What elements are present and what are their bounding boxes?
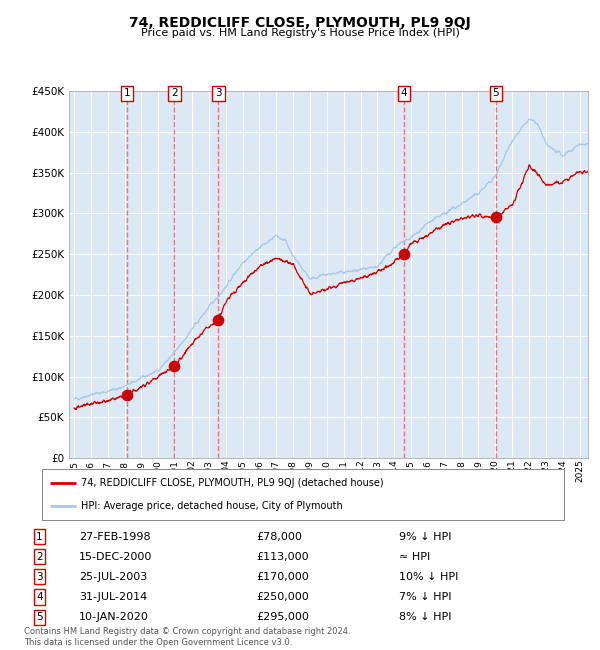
- Text: 4: 4: [401, 88, 407, 98]
- Text: 8% ↓ HPI: 8% ↓ HPI: [400, 612, 452, 622]
- Text: £295,000: £295,000: [256, 612, 309, 622]
- Text: 74, REDDICLIFF CLOSE, PLYMOUTH, PL9 9QJ: 74, REDDICLIFF CLOSE, PLYMOUTH, PL9 9QJ: [129, 16, 471, 31]
- Text: 7% ↓ HPI: 7% ↓ HPI: [400, 592, 452, 602]
- Text: 25-JUL-2003: 25-JUL-2003: [79, 572, 148, 582]
- Point: [399, 249, 409, 259]
- Text: HPI: Average price, detached house, City of Plymouth: HPI: Average price, detached house, City…: [81, 501, 343, 512]
- Text: 31-JUL-2014: 31-JUL-2014: [79, 592, 148, 602]
- Text: £250,000: £250,000: [256, 592, 308, 602]
- Text: £78,000: £78,000: [256, 532, 302, 541]
- Text: 2: 2: [36, 552, 43, 562]
- Text: 74, REDDICLIFF CLOSE, PLYMOUTH, PL9 9QJ (detached house): 74, REDDICLIFF CLOSE, PLYMOUTH, PL9 9QJ …: [81, 478, 384, 488]
- Text: £170,000: £170,000: [256, 572, 308, 582]
- Text: 3: 3: [215, 88, 221, 98]
- Text: 2: 2: [171, 88, 178, 98]
- Text: 1: 1: [36, 532, 43, 541]
- Text: 9% ↓ HPI: 9% ↓ HPI: [400, 532, 452, 541]
- Text: £113,000: £113,000: [256, 552, 308, 562]
- Text: 10% ↓ HPI: 10% ↓ HPI: [400, 572, 459, 582]
- Text: 15-DEC-2000: 15-DEC-2000: [79, 552, 152, 562]
- Point: [491, 213, 500, 223]
- Text: 4: 4: [36, 592, 43, 602]
- Text: Contains HM Land Registry data © Crown copyright and database right 2024.
This d: Contains HM Land Registry data © Crown c…: [24, 627, 350, 647]
- Text: 27-FEB-1998: 27-FEB-1998: [79, 532, 151, 541]
- Text: ≈ HPI: ≈ HPI: [400, 552, 431, 562]
- Text: 10-JAN-2020: 10-JAN-2020: [79, 612, 149, 622]
- Point: [214, 315, 223, 325]
- Text: 1: 1: [124, 88, 130, 98]
- Point: [170, 361, 179, 371]
- Text: 5: 5: [36, 612, 43, 622]
- Point: [122, 389, 132, 400]
- Text: Price paid vs. HM Land Registry's House Price Index (HPI): Price paid vs. HM Land Registry's House …: [140, 28, 460, 38]
- Text: 5: 5: [493, 88, 499, 98]
- Text: 3: 3: [36, 572, 43, 582]
